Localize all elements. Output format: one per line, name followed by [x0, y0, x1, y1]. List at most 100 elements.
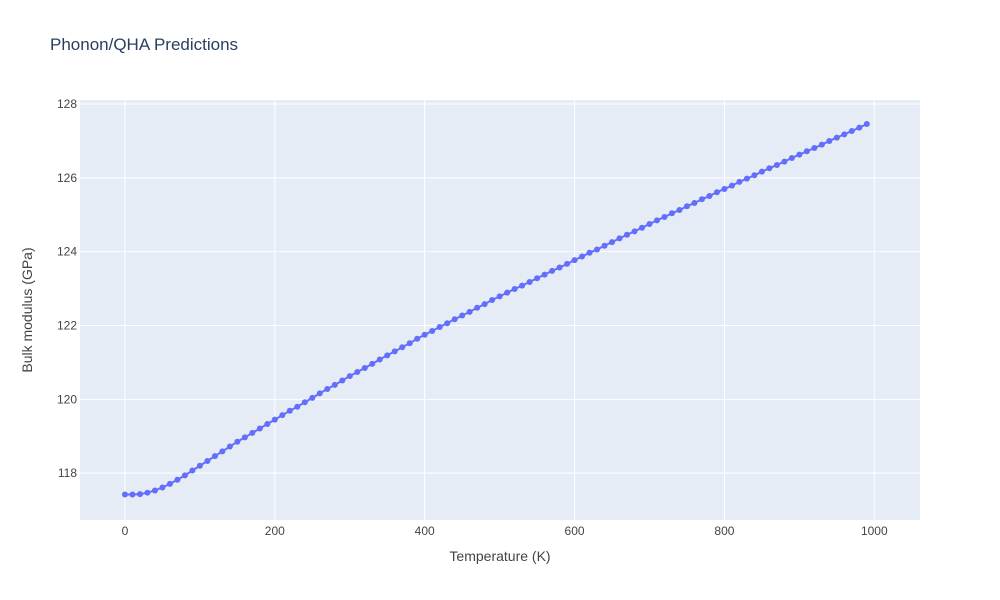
- x-tick-label: 0: [122, 524, 129, 538]
- x-tick-label: 1000: [861, 524, 888, 538]
- point: [264, 421, 271, 428]
- point: [436, 323, 443, 330]
- point: [519, 282, 526, 289]
- point: [174, 476, 181, 483]
- point: [144, 489, 151, 496]
- point: [661, 213, 668, 220]
- point: [466, 308, 473, 315]
- point: [234, 438, 241, 445]
- point: [166, 480, 173, 487]
- chart-title: Phonon/QHA Predictions: [50, 35, 238, 54]
- point: [414, 335, 421, 342]
- point: [249, 429, 256, 436]
- point: [369, 360, 376, 367]
- y-tick-label: 124: [57, 245, 77, 259]
- point: [848, 128, 855, 135]
- point: [594, 246, 601, 253]
- point: [489, 297, 496, 304]
- point: [384, 352, 391, 359]
- point: [474, 304, 481, 311]
- x-tick-label: 600: [565, 524, 585, 538]
- point: [421, 331, 428, 338]
- point: [624, 231, 631, 238]
- point: [796, 151, 803, 158]
- x-axis-title: Temperature (K): [449, 548, 550, 564]
- y-tick-label: 118: [58, 466, 77, 480]
- point: [736, 178, 743, 185]
- point: [159, 484, 166, 491]
- point: [196, 462, 203, 469]
- x-tick-label: 400: [415, 524, 435, 538]
- point: [496, 293, 503, 300]
- point: [781, 158, 788, 165]
- point: [256, 425, 263, 432]
- point: [136, 491, 143, 498]
- point: [541, 271, 548, 278]
- point: [751, 172, 758, 179]
- point: [316, 390, 323, 397]
- point: [616, 235, 623, 242]
- point: [758, 168, 765, 175]
- point: [151, 487, 158, 494]
- grid: [80, 100, 920, 520]
- point: [189, 467, 196, 474]
- point: [691, 199, 698, 206]
- point: [571, 257, 578, 264]
- point: [526, 278, 533, 285]
- point: [646, 221, 653, 228]
- point: [429, 328, 436, 335]
- point: [631, 228, 638, 235]
- point: [181, 472, 188, 479]
- point: [294, 403, 301, 410]
- point: [668, 210, 675, 217]
- point: [324, 385, 331, 392]
- point: [818, 141, 825, 148]
- point: [406, 340, 413, 347]
- point: [743, 175, 750, 182]
- point: [803, 148, 810, 155]
- point: [863, 120, 870, 127]
- point: [481, 301, 488, 308]
- point: [609, 239, 616, 246]
- point: [331, 381, 338, 388]
- point: [728, 182, 735, 189]
- point: [219, 448, 226, 455]
- y-tick-label: 122: [57, 319, 77, 333]
- point: [721, 185, 728, 192]
- point: [459, 312, 466, 319]
- point: [346, 373, 353, 380]
- point: [391, 348, 398, 355]
- y-tick-label: 126: [57, 171, 77, 185]
- point: [339, 377, 346, 384]
- point: [698, 196, 705, 203]
- point: [279, 412, 286, 419]
- series-line: [124, 123, 868, 496]
- point: [444, 320, 451, 327]
- point: [788, 154, 795, 161]
- point: [601, 242, 608, 249]
- point: [549, 267, 556, 274]
- point: [226, 443, 233, 450]
- point: [286, 407, 293, 414]
- point: [683, 203, 690, 210]
- point: [511, 285, 518, 292]
- point: [121, 491, 128, 498]
- point: [586, 249, 593, 256]
- y-tick-label: 128: [57, 97, 77, 111]
- point: [564, 260, 571, 267]
- point: [653, 217, 660, 224]
- point: [451, 316, 458, 323]
- x-tick-label: 800: [714, 524, 734, 538]
- point: [856, 124, 863, 131]
- point: [811, 144, 818, 151]
- point: [826, 137, 833, 144]
- point: [504, 289, 511, 296]
- point: [766, 165, 773, 172]
- point: [713, 189, 720, 196]
- point: [301, 399, 308, 406]
- point: [773, 161, 780, 168]
- plot-area: [80, 100, 920, 520]
- point: [399, 344, 406, 351]
- point: [706, 192, 713, 199]
